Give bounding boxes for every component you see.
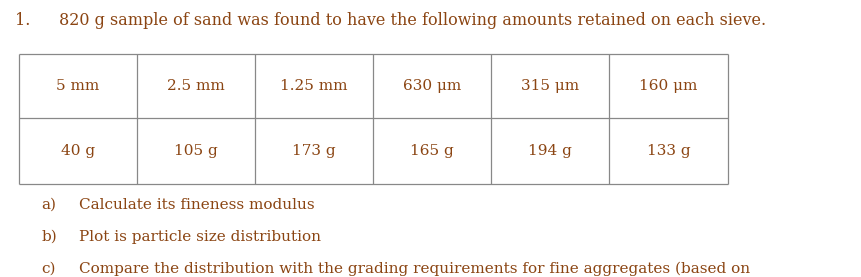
Text: 630 μm: 630 μm: [403, 79, 461, 93]
Text: a): a): [41, 198, 56, 212]
Text: Plot is particle size distribution: Plot is particle size distribution: [79, 230, 321, 244]
Text: 1.25 mm: 1.25 mm: [281, 79, 348, 93]
Text: 315 μm: 315 μm: [521, 79, 579, 93]
Text: 2.5 mm: 2.5 mm: [167, 79, 225, 93]
Text: 194 g: 194 g: [529, 144, 573, 158]
Text: b): b): [41, 230, 57, 244]
Text: 5 mm: 5 mm: [56, 79, 100, 93]
Text: 173 g: 173 g: [293, 144, 336, 158]
Text: 1.: 1.: [15, 12, 31, 29]
Text: Compare the distribution with the grading requirements for fine aggregates (base: Compare the distribution with the gradin…: [79, 262, 750, 276]
Text: 133 g: 133 g: [647, 144, 691, 158]
Text: c): c): [41, 262, 56, 276]
Text: 165 g: 165 g: [411, 144, 454, 158]
Text: 160 μm: 160 μm: [640, 79, 697, 93]
Text: 105 g: 105 g: [174, 144, 218, 158]
Text: 820 g sample of sand was found to have the following amounts retained on each si: 820 g sample of sand was found to have t…: [59, 12, 765, 29]
Text: 40 g: 40 g: [61, 144, 95, 158]
Text: Calculate its fineness modulus: Calculate its fineness modulus: [79, 198, 315, 212]
